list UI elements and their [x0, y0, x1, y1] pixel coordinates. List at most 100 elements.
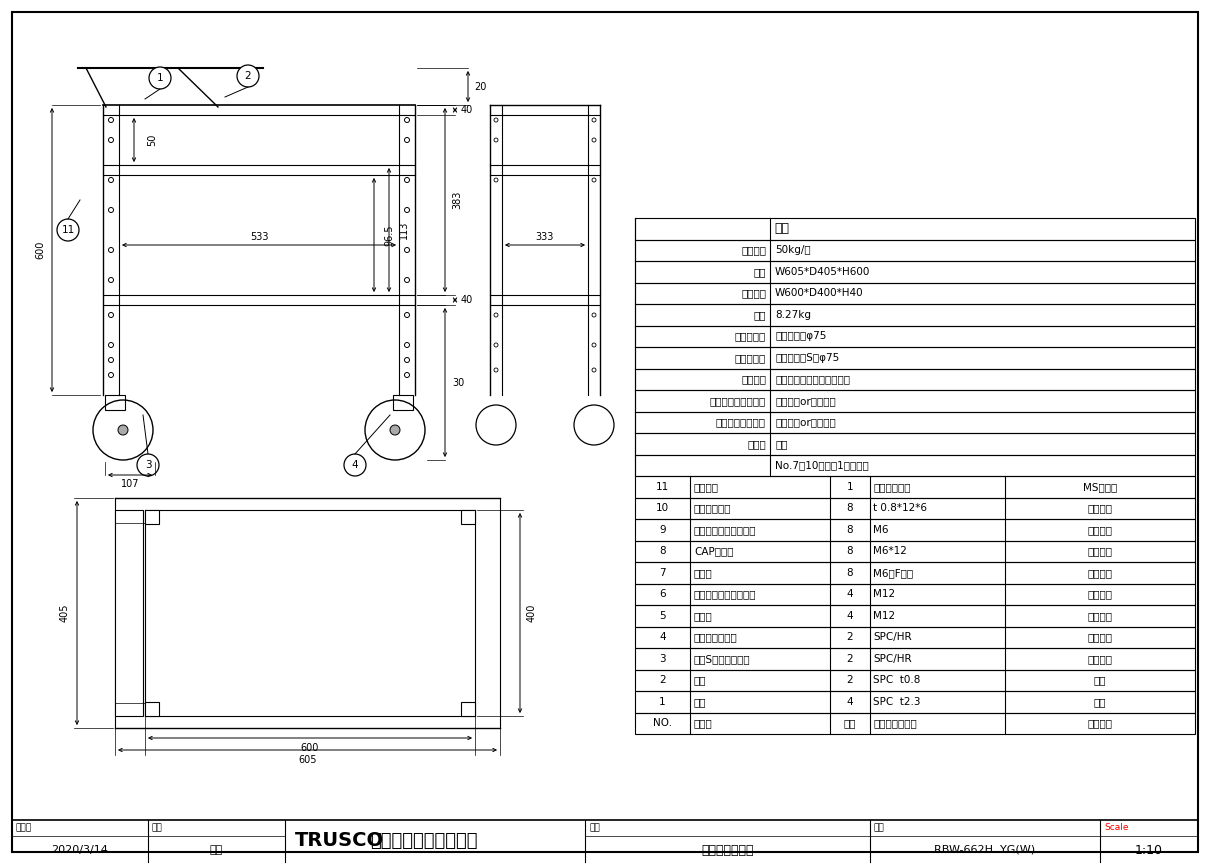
- Text: 平ワッシャー: 平ワッシャー: [695, 503, 732, 513]
- Bar: [461, 510, 476, 524]
- Text: 11: 11: [62, 225, 75, 235]
- Text: 1:10: 1:10: [1135, 843, 1163, 856]
- Text: 個数: 個数: [843, 718, 857, 728]
- Text: 部品名: 部品名: [695, 718, 713, 728]
- Text: CAPボルト: CAPボルト: [695, 546, 733, 556]
- Text: 支柱: 支柱: [695, 696, 707, 707]
- Circle shape: [404, 207, 409, 213]
- Text: 納入形態: 納入形態: [741, 374, 766, 384]
- Circle shape: [109, 313, 114, 317]
- Circle shape: [592, 118, 597, 122]
- Bar: [635, 239, 1195, 261]
- Text: キャスター: キャスター: [734, 331, 766, 341]
- Text: W605*D405*H600: W605*D405*H600: [774, 267, 870, 276]
- Bar: [635, 541, 1195, 562]
- Circle shape: [494, 368, 499, 372]
- Text: 検図: 検図: [151, 823, 162, 833]
- Text: Scale: Scale: [1104, 823, 1129, 833]
- Text: M12: M12: [872, 589, 895, 600]
- Text: 5: 5: [659, 611, 666, 620]
- Text: ユニクロ: ユニクロ: [1088, 568, 1112, 578]
- Bar: [635, 283, 1195, 304]
- Circle shape: [592, 343, 597, 347]
- Text: 605: 605: [298, 755, 317, 765]
- Text: SPC  t0.8: SPC t0.8: [872, 676, 921, 685]
- Text: 塗料：支柱・棚板: 塗料：支柱・棚板: [716, 417, 766, 428]
- Circle shape: [344, 454, 365, 476]
- Text: 6: 6: [659, 589, 666, 600]
- Bar: [635, 519, 1195, 541]
- Text: ユニクロ: ユニクロ: [1088, 589, 1112, 600]
- Text: ユニクロ: ユニクロ: [1088, 632, 1112, 642]
- Circle shape: [404, 177, 409, 182]
- Text: 4: 4: [847, 589, 853, 600]
- Circle shape: [109, 247, 114, 252]
- Text: 生産国: 生産国: [748, 439, 766, 448]
- Bar: [105, 395, 125, 410]
- Circle shape: [494, 343, 499, 347]
- Text: 橋井: 橋井: [209, 845, 223, 855]
- Text: 600: 600: [301, 743, 319, 753]
- Circle shape: [592, 368, 597, 372]
- Bar: [635, 648, 1195, 670]
- Text: 1: 1: [659, 696, 666, 707]
- Text: グリーンorホワイト: グリーンorホワイト: [774, 417, 836, 428]
- Bar: [635, 390, 1195, 411]
- Text: 仕様: 仕様: [774, 222, 789, 235]
- Text: 600: 600: [35, 241, 45, 259]
- Bar: [635, 713, 1195, 734]
- Text: W600*D400*H40: W600*D400*H40: [774, 289, 864, 298]
- Circle shape: [592, 313, 597, 317]
- Bar: [461, 702, 476, 716]
- Text: 日本: 日本: [774, 439, 788, 448]
- Text: 4: 4: [659, 632, 666, 642]
- Text: 8: 8: [847, 568, 853, 578]
- Text: 11: 11: [656, 482, 669, 492]
- Circle shape: [404, 342, 409, 347]
- Text: 8: 8: [847, 524, 853, 535]
- Text: M6（F付）: M6（F付）: [872, 568, 914, 578]
- Text: ユニクロ: ユニクロ: [1088, 611, 1112, 620]
- Text: 405: 405: [60, 604, 70, 622]
- Text: 9: 9: [659, 524, 666, 535]
- Text: M6: M6: [872, 524, 888, 535]
- Bar: [635, 626, 1195, 648]
- Bar: [635, 218, 1195, 239]
- Circle shape: [237, 65, 259, 87]
- Text: 333: 333: [536, 232, 554, 242]
- Text: 8: 8: [847, 503, 853, 513]
- Circle shape: [592, 138, 597, 142]
- Text: 3: 3: [659, 654, 666, 664]
- Text: グリーンorホワイト: グリーンorホワイト: [774, 396, 836, 406]
- Bar: [635, 326, 1195, 347]
- Text: 20: 20: [474, 81, 486, 92]
- Bar: [393, 395, 413, 410]
- Text: 50kg/段: 50kg/段: [774, 245, 811, 255]
- Text: ユニクロ: ユニクロ: [1088, 524, 1112, 535]
- Text: 2: 2: [659, 676, 666, 685]
- Text: 材質　厚・品番: 材質 厚・品番: [872, 718, 917, 728]
- Bar: [635, 369, 1195, 390]
- Circle shape: [494, 138, 499, 142]
- Text: 品名: 品名: [589, 823, 600, 833]
- Circle shape: [149, 67, 171, 89]
- Text: 2020/3/14: 2020/3/14: [52, 845, 109, 855]
- Text: M12: M12: [872, 611, 895, 620]
- Bar: [115, 510, 143, 716]
- Text: トラスコ中山株式会社: トラスコ中山株式会社: [370, 832, 478, 850]
- Text: 383: 383: [453, 191, 462, 209]
- Text: 107: 107: [121, 479, 139, 489]
- Circle shape: [404, 137, 409, 143]
- Bar: [635, 562, 1195, 583]
- Text: 2: 2: [847, 676, 853, 685]
- Circle shape: [404, 372, 409, 378]
- Bar: [635, 347, 1195, 369]
- Text: 4: 4: [847, 696, 853, 707]
- Circle shape: [494, 178, 499, 182]
- Text: 2: 2: [847, 632, 853, 642]
- Text: キャスター: キャスター: [734, 353, 766, 363]
- Text: ゴム自在車S付φ75: ゴム自在車S付φ75: [774, 353, 840, 363]
- Bar: [635, 476, 1195, 498]
- Circle shape: [404, 118, 409, 123]
- Text: RBW-662H  YG(W): RBW-662H YG(W): [934, 845, 1036, 855]
